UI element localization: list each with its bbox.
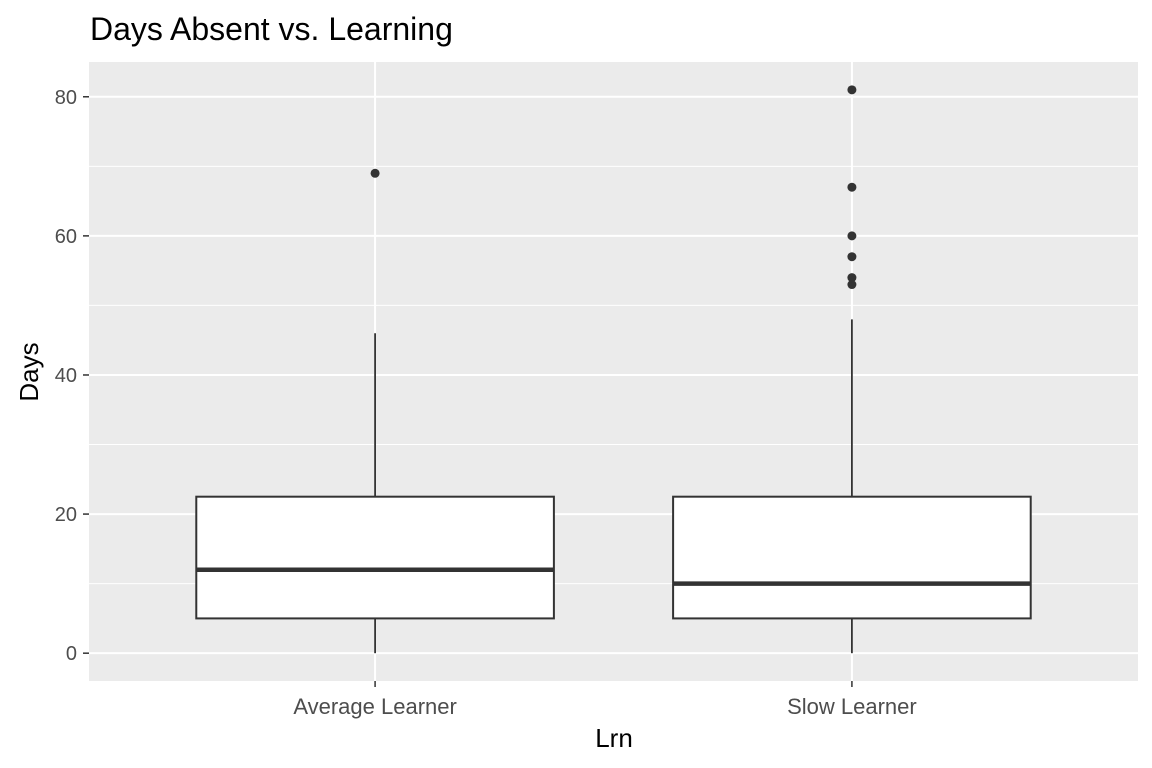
y-axis-title: Days bbox=[14, 342, 44, 401]
outlier-point bbox=[847, 280, 857, 290]
chart-title: Days Absent vs. Learning bbox=[90, 11, 453, 47]
y-tick-label: 20 bbox=[55, 504, 77, 526]
outlier-point bbox=[370, 168, 380, 178]
box bbox=[672, 495, 1032, 620]
y-tick-label: 40 bbox=[55, 365, 77, 387]
box bbox=[195, 495, 555, 620]
x-tick-label: Slow Learner bbox=[787, 694, 917, 719]
boxplot-group bbox=[195, 168, 555, 654]
outlier-point bbox=[847, 252, 857, 262]
boxplots bbox=[195, 85, 1032, 654]
outlier-point bbox=[847, 273, 857, 283]
outlier-point bbox=[847, 182, 857, 192]
outlier-point bbox=[847, 231, 857, 241]
x-axis-title: Lrn bbox=[595, 723, 633, 753]
y-tick-label: 80 bbox=[55, 87, 77, 109]
y-tick-label: 0 bbox=[66, 643, 77, 665]
x-axis: Average Learner Slow Learner bbox=[293, 681, 917, 719]
boxplot-group bbox=[672, 85, 1032, 654]
y-axis: 0 20 40 60 80 bbox=[55, 87, 89, 665]
outlier-point bbox=[847, 85, 857, 95]
y-tick-label: 60 bbox=[55, 226, 77, 248]
x-tick-label: Average Learner bbox=[293, 694, 457, 719]
